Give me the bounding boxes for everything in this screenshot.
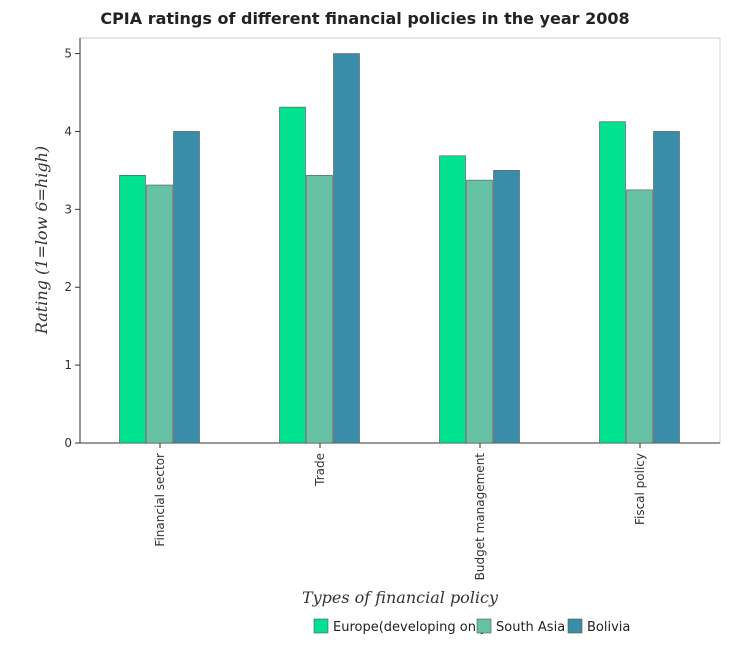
bar (279, 106, 306, 444)
y-tick-label: 1 (64, 358, 72, 372)
y-axis: 0 1 2 3 4 5 (64, 38, 81, 450)
legend-label: Bolivia (587, 620, 630, 635)
y-tick-label: 3 (64, 202, 72, 216)
bar (439, 155, 466, 444)
bars (119, 53, 680, 444)
legend-swatch (567, 618, 583, 634)
x-tick-label: Budget management (473, 453, 487, 581)
y-tick-label: 5 (64, 47, 72, 61)
x-tick-label: Fiscal policy (633, 453, 647, 525)
bar (119, 174, 146, 444)
legend-label: South Asia (496, 620, 565, 635)
bar (653, 131, 680, 444)
legend-swatch (476, 618, 492, 634)
y-tick-label: 0 (64, 436, 72, 450)
bar (146, 184, 173, 444)
bar (466, 179, 493, 444)
bar (173, 131, 200, 444)
x-axis: Financial sector Trade Budget management Fi… (80, 442, 720, 581)
bar (599, 121, 626, 444)
legend-label: Europe(developing only) (333, 620, 492, 635)
legend-swatch (313, 618, 329, 634)
bar (333, 53, 360, 444)
y-axis-title: Rating (1=low 6=high) (32, 146, 51, 335)
bar (626, 189, 653, 444)
bar (306, 174, 333, 444)
chart-title: CPIA ratings of different financial poli… (100, 9, 629, 28)
y-tick-label: 4 (64, 124, 72, 138)
y-tick-label: 2 (64, 280, 72, 294)
bar (493, 170, 520, 444)
legend: Europe(developing only) South Asia Bolivia (313, 618, 630, 635)
x-tick-label: Trade (313, 453, 327, 487)
x-axis-title: Types of financial policy (302, 588, 499, 607)
x-tick-label: Financial sector (153, 453, 167, 547)
